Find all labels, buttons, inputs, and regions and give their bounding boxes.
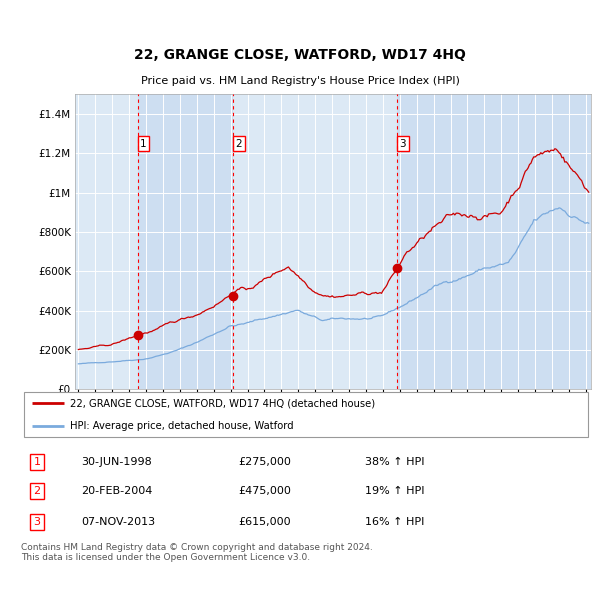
FancyBboxPatch shape (24, 392, 588, 437)
Bar (397, 94, 591, 389)
Text: £615,000: £615,000 (239, 517, 292, 527)
Text: 20-FEB-2004: 20-FEB-2004 (81, 486, 152, 496)
Text: Contains HM Land Registry data © Crown copyright and database right 2024.
This d: Contains HM Land Registry data © Crown c… (21, 543, 373, 562)
Bar (137, 94, 233, 389)
Text: 30-JUN-1998: 30-JUN-1998 (81, 457, 152, 467)
Text: 07-NOV-2013: 07-NOV-2013 (81, 517, 155, 527)
Text: 3: 3 (34, 517, 41, 527)
Text: 1: 1 (34, 457, 41, 467)
Text: 3: 3 (400, 139, 406, 149)
Text: Price paid vs. HM Land Registry's House Price Index (HPI): Price paid vs. HM Land Registry's House … (140, 76, 460, 86)
Text: HPI: Average price, detached house, Watford: HPI: Average price, detached house, Watf… (70, 421, 293, 431)
Text: 22, GRANGE CLOSE, WATFORD, WD17 4HQ: 22, GRANGE CLOSE, WATFORD, WD17 4HQ (134, 48, 466, 62)
Text: 19% ↑ HPI: 19% ↑ HPI (365, 486, 424, 496)
Text: 2: 2 (34, 486, 41, 496)
Text: 38% ↑ HPI: 38% ↑ HPI (365, 457, 424, 467)
Text: 1: 1 (140, 139, 147, 149)
Text: 22, GRANGE CLOSE, WATFORD, WD17 4HQ (detached house): 22, GRANGE CLOSE, WATFORD, WD17 4HQ (det… (70, 398, 375, 408)
Text: 2: 2 (235, 139, 242, 149)
Text: 16% ↑ HPI: 16% ↑ HPI (365, 517, 424, 527)
Text: £275,000: £275,000 (239, 457, 292, 467)
Text: £475,000: £475,000 (239, 486, 292, 496)
